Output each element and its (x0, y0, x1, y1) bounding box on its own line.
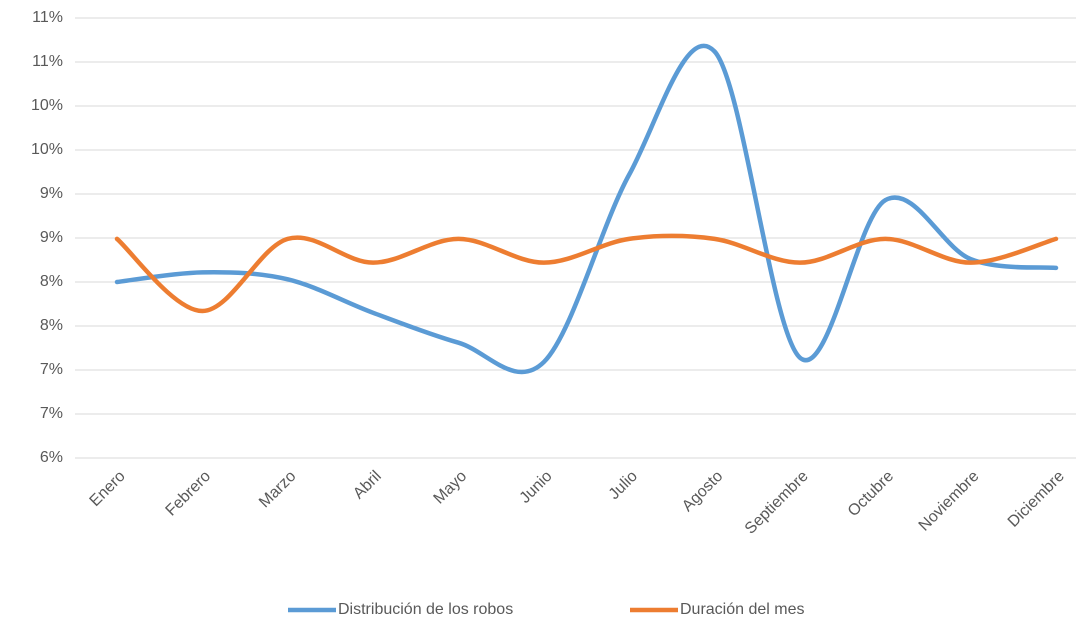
x-tick-label: Enero (87, 468, 129, 510)
x-tick-label: Octubre (845, 468, 897, 520)
x-tick-label: Agosto (679, 468, 726, 515)
y-tick-label: 10% (31, 141, 63, 158)
x-tick-label: Abril (350, 468, 385, 503)
y-tick-label: 8% (40, 273, 63, 290)
x-tick-label: Junio (517, 468, 556, 507)
y-tick-label: 7% (40, 361, 63, 378)
x-tick-label: Febrero (163, 468, 215, 520)
x-tick-label: Noviembre (916, 468, 983, 535)
y-tick-label: 6% (40, 449, 63, 466)
y-tick-label: 8% (40, 317, 63, 334)
legend-label: Duración del mes (680, 601, 805, 618)
y-tick-label: 9% (40, 185, 63, 202)
x-tick-label: Julio (606, 468, 641, 503)
y-tick-label: 7% (40, 405, 63, 422)
y-tick-label: 9% (40, 229, 63, 246)
series-line (114, 233, 1059, 314)
series-line (114, 43, 1059, 375)
x-tick-label: Mayo (431, 468, 471, 508)
legend-label: Distribución de los robos (338, 601, 513, 618)
y-tick-label: 10% (31, 97, 63, 114)
y-tick-label: 11% (32, 53, 63, 70)
y-tick-label: 11% (32, 9, 63, 26)
x-tick-label: Septiembre (742, 468, 812, 538)
x-tick-label: Marzo (256, 468, 300, 512)
x-tick-label: Diciembre (1005, 468, 1068, 531)
